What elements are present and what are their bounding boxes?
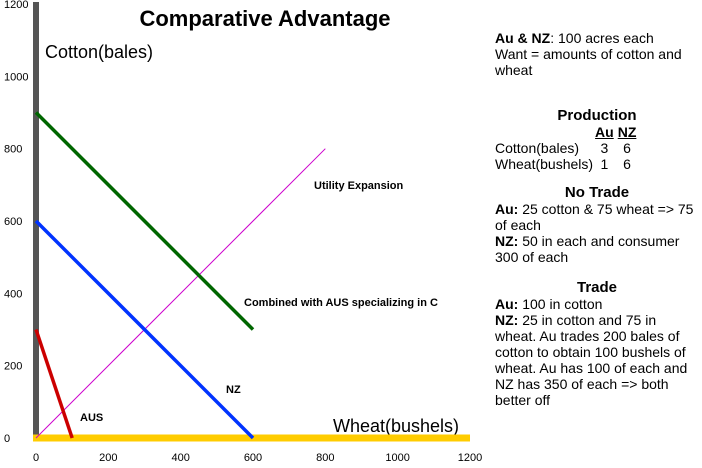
y-tick-label: 600 — [4, 216, 22, 228]
notrade-heading: No Trade — [564, 184, 630, 201]
intro-text: Au & NZ: 100 acres each Want = amounts o… — [495, 30, 699, 78]
intro-line2: Want = amounts of cotton and wheat — [495, 46, 682, 78]
series-labels: AUS NZ Combined with AUS specializing in C… — [80, 180, 438, 424]
x-tick-label: 200 — [99, 452, 117, 464]
production-table: Au NZ Cotton(bales) 3 6 Wheat(bushels) 1… — [495, 124, 638, 172]
notrade-au-text: Au: 25 cotton & 75 wheat => 75 of each — [495, 201, 699, 233]
trade-au-text: Au: 100 in cotton — [495, 296, 699, 312]
production-value: 6 — [623, 156, 631, 172]
x-tick-label: 1000 — [385, 452, 409, 464]
nz-line — [34, 219, 255, 440]
table-row: Wheat(bushels) 1 6 — [495, 156, 638, 172]
chart-title: Comparative Advantage — [139, 6, 390, 31]
y-tick-labels: 0 200 400 600 800 1000 1200 — [4, 0, 28, 445]
notrade-nz-label: NZ: — [495, 233, 519, 249]
x-axis-label: Wheat(bushels) — [333, 416, 459, 436]
production-row-label: Wheat(bushels) — [495, 156, 594, 172]
y-axis-label: Cotton(bales) — [45, 42, 153, 62]
trade-nz-body: 25 in cotton and 75 in wheat. Au trades … — [495, 312, 688, 408]
x-tick-label: 800 — [316, 452, 334, 464]
notrade-nz-body: 50 in each and consumer 300 of each — [495, 233, 680, 265]
production-value: 6 — [623, 140, 631, 156]
production-col-nz: NZ — [617, 124, 637, 140]
y-tick-label: 800 — [4, 144, 22, 156]
notrade-nz-text: NZ: 50 in each and consumer 300 of each — [495, 233, 699, 265]
nz-label: NZ — [226, 384, 241, 396]
x-tick-label: 1200 — [458, 452, 482, 464]
comparative-advantage-chart: Comparative Advantage Cotton(bales) Whea… — [4, 0, 482, 464]
production-value: 3 — [600, 140, 609, 156]
notrade-au-label: Au: — [495, 201, 519, 217]
notrade-au-body: 25 cotton & 75 wheat => 75 of each — [495, 201, 694, 233]
table-row: Cotton(bales) 3 6 — [495, 140, 638, 156]
trade-nz-text: NZ: 25 in cotton and 75 in wheat. Au tra… — [495, 312, 699, 408]
production-row-label: Cotton(bales) — [495, 140, 580, 156]
production-heading: Production — [557, 107, 637, 124]
y-tick-label: 400 — [4, 288, 22, 300]
trade-au-label: Au: — [495, 296, 519, 312]
intro-bold: Au & NZ — [495, 30, 551, 46]
combined-line — [34, 111, 255, 331]
combined-label: Combined with AUS specializing in C — [244, 297, 438, 309]
trade-au-body: 100 in cotton — [518, 296, 603, 312]
y-tick-label: 200 — [4, 361, 22, 373]
y-tick-label: 1200 — [4, 0, 28, 11]
trade-nz-label: NZ: — [495, 312, 519, 328]
production-col-au: Au — [595, 124, 614, 140]
utility-expansion-label: Utility Expansion — [314, 180, 404, 192]
aus-line — [34, 328, 74, 439]
x-tick-label: 600 — [244, 452, 262, 464]
utility-expansion-line — [35, 148, 326, 439]
y-tick-label: 1000 — [4, 71, 28, 83]
series-lines — [34, 111, 326, 440]
trade-heading: Trade — [576, 279, 618, 296]
x-tick-label: 0 — [33, 452, 39, 464]
y-tick-label: 0 — [4, 433, 10, 445]
x-tick-label: 400 — [171, 452, 189, 464]
x-tick-labels: 0 200 400 600 800 1000 1200 — [33, 452, 482, 464]
production-value: 1 — [600, 156, 609, 172]
notes-panel: Au & NZ: 100 acres each Want = amounts o… — [495, 30, 699, 408]
intro-rest: : 100 acres each — [550, 30, 654, 46]
aus-label: AUS — [80, 412, 103, 424]
